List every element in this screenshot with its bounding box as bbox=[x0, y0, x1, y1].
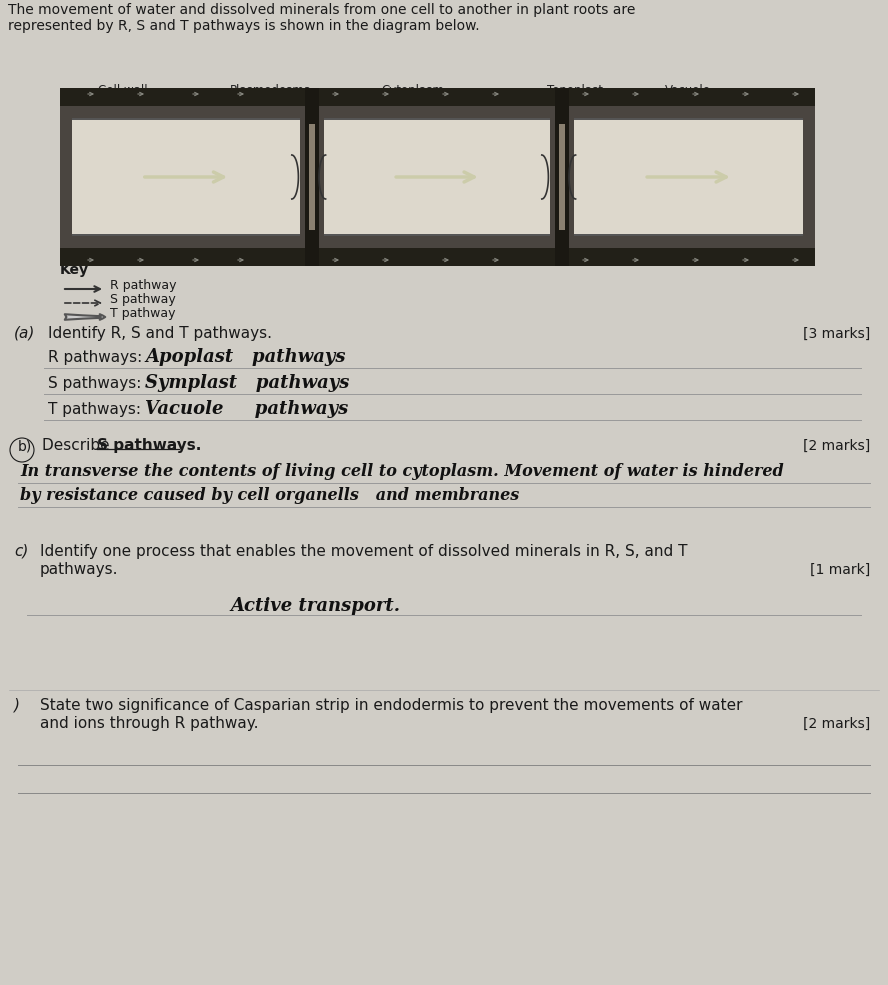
Text: ): ) bbox=[14, 698, 20, 713]
Text: Active transport.: Active transport. bbox=[230, 597, 400, 615]
Text: Describe: Describe bbox=[42, 438, 115, 453]
Text: S pathway: S pathway bbox=[110, 293, 176, 306]
Text: T pathway: T pathway bbox=[110, 307, 176, 320]
Bar bbox=[559, 123, 565, 230]
Bar bbox=[72, 118, 300, 236]
Bar bbox=[72, 234, 300, 236]
Bar bbox=[555, 88, 569, 266]
Text: [2 marks]: [2 marks] bbox=[803, 439, 870, 453]
Text: Plasmodesma: Plasmodesma bbox=[230, 84, 312, 97]
Text: State two significance of Casparian strip in endodermis to prevent the movements: State two significance of Casparian stri… bbox=[40, 698, 742, 713]
Bar bbox=[574, 234, 803, 236]
Text: R pathway: R pathway bbox=[110, 279, 177, 292]
Bar bbox=[574, 118, 803, 236]
Text: (a): (a) bbox=[14, 326, 36, 341]
Text: Apoplast   pathways: Apoplast pathways bbox=[145, 348, 345, 366]
Bar bbox=[312, 106, 562, 248]
Bar bbox=[72, 120, 300, 234]
Bar bbox=[324, 118, 550, 236]
Text: [1 mark]: [1 mark] bbox=[810, 563, 870, 577]
Text: The movement of water and dissolved minerals from one cell to another in plant r: The movement of water and dissolved mine… bbox=[8, 3, 636, 17]
Bar bbox=[312, 88, 562, 106]
Text: Vacuole: Vacuole bbox=[665, 84, 711, 97]
Text: R pathways:: R pathways: bbox=[48, 350, 147, 365]
Text: by resistance caused by cell organells   and membranes: by resistance caused by cell organells a… bbox=[20, 487, 519, 504]
Bar bbox=[324, 120, 550, 234]
Bar bbox=[324, 118, 550, 120]
Text: [3 marks]: [3 marks] bbox=[803, 327, 870, 341]
Text: In transverse the contents of living cell to cytoplasm. Movement of water is hin: In transverse the contents of living cel… bbox=[20, 463, 784, 480]
Bar bbox=[305, 88, 319, 266]
Bar bbox=[312, 248, 562, 266]
Text: Identify one process that enables the movement of dissolved minerals in R, S, an: Identify one process that enables the mo… bbox=[40, 544, 687, 559]
Text: [2 marks]: [2 marks] bbox=[803, 717, 870, 731]
Bar bbox=[60, 248, 312, 266]
Text: S pathways:: S pathways: bbox=[48, 376, 147, 391]
Bar bbox=[72, 118, 300, 120]
Text: c): c) bbox=[14, 544, 28, 559]
Text: Cytoplasm: Cytoplasm bbox=[382, 84, 444, 97]
Text: b): b) bbox=[18, 439, 32, 453]
Bar bbox=[574, 118, 803, 120]
Bar bbox=[574, 120, 803, 234]
Bar bbox=[562, 88, 815, 106]
Text: represented by R, S and T pathways is shown in the diagram below.: represented by R, S and T pathways is sh… bbox=[8, 19, 480, 33]
Text: Tonoplast: Tonoplast bbox=[547, 84, 604, 97]
Text: Cell wall: Cell wall bbox=[98, 84, 147, 97]
Bar bbox=[324, 234, 550, 236]
Text: pathways.: pathways. bbox=[40, 562, 118, 577]
Text: T pathways:: T pathways: bbox=[48, 402, 146, 417]
Text: Key: Key bbox=[60, 263, 89, 277]
Text: Symplast   pathways: Symplast pathways bbox=[145, 374, 349, 392]
Text: and ions through R pathway.: and ions through R pathway. bbox=[40, 716, 258, 731]
Bar bbox=[562, 248, 815, 266]
Text: Vacuole     pathways: Vacuole pathways bbox=[145, 400, 348, 418]
Bar bbox=[60, 106, 312, 248]
Bar bbox=[60, 88, 312, 106]
Bar bbox=[562, 106, 815, 248]
Text: S pathways.: S pathways. bbox=[97, 438, 202, 453]
Text: Identify R, S and T pathways.: Identify R, S and T pathways. bbox=[48, 326, 272, 341]
Bar bbox=[309, 123, 315, 230]
